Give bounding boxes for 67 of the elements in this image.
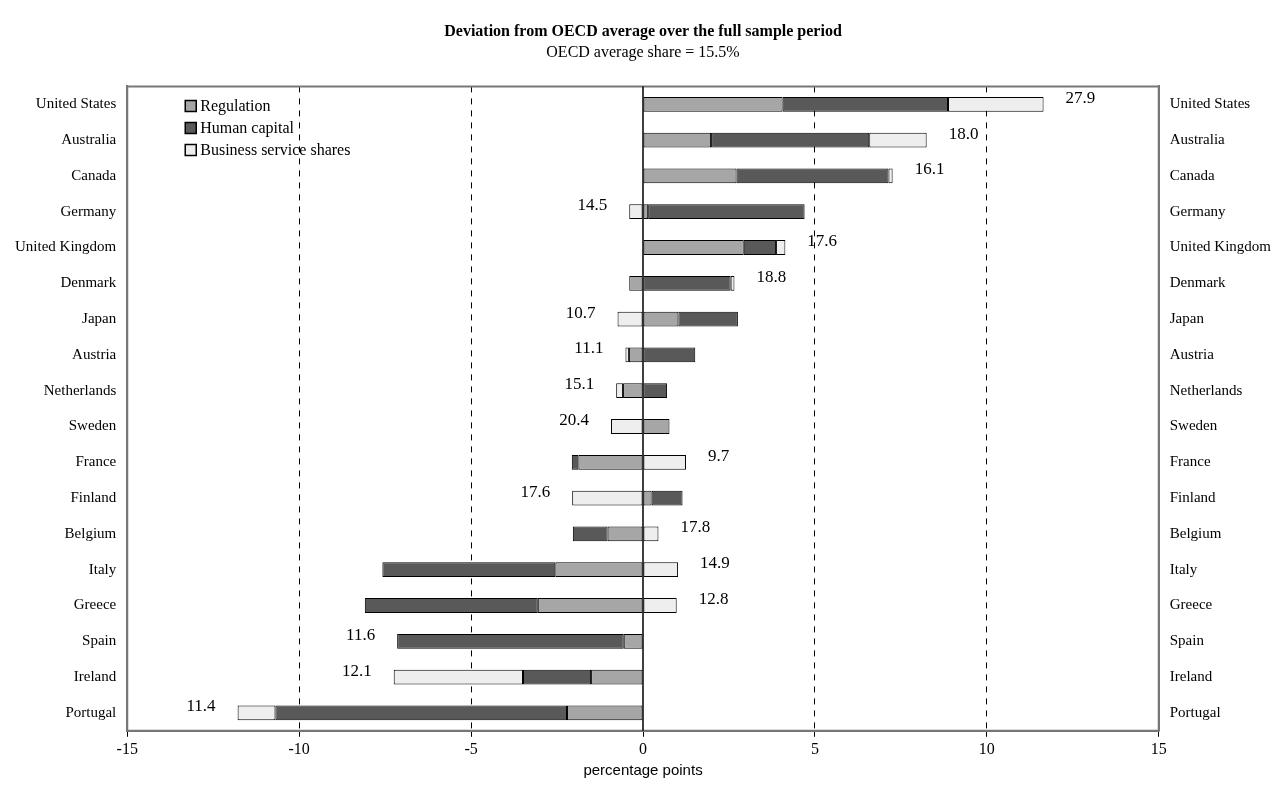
- annotation: 27.9: [1065, 87, 1096, 107]
- x-tick-label: 0: [639, 739, 647, 757]
- x-tick-label: 10: [978, 739, 995, 757]
- legend-label: Regulation: [200, 96, 271, 115]
- x-tick-label: 5: [810, 739, 819, 757]
- category-label: Greece: [73, 596, 117, 613]
- y-tick-label: Netherlands: [1169, 381, 1243, 398]
- category-label: Portugal: [65, 703, 117, 720]
- annotation: 9.7: [707, 445, 730, 465]
- category-label: Ireland: [73, 668, 117, 685]
- category-label: Finland: [70, 489, 117, 506]
- annotation: 18.0: [948, 123, 979, 143]
- category-label: Netherlands: [43, 381, 117, 398]
- x-tick-label: -10: [288, 739, 310, 757]
- annotation: 14.5: [577, 195, 608, 215]
- annotation: 11.6: [346, 624, 376, 644]
- y-tick-label: Sweden: [1169, 417, 1218, 434]
- annotation: 17.8: [680, 517, 711, 537]
- annotation: 10.7: [565, 302, 597, 322]
- y-tick-label: Japan: [1169, 310, 1205, 327]
- category-label: United States: [35, 95, 117, 112]
- annotation: 11.1: [574, 338, 604, 358]
- category-label: France: [75, 453, 117, 470]
- x-tick-label: -5: [464, 739, 478, 757]
- category-label: Japan: [82, 310, 117, 327]
- y-tick-label: Portugal: [1169, 703, 1221, 720]
- y-tick-label: Germany: [1169, 202, 1227, 219]
- category-label: Sweden: [68, 417, 117, 434]
- category-label: Australia: [61, 131, 117, 148]
- annotation: 15.1: [564, 374, 595, 394]
- y-tick-label: Belgium: [1169, 524, 1222, 541]
- chart-subtitle: OECD average share = 15.5%: [546, 43, 740, 61]
- y-tick-label: Italy: [1169, 560, 1198, 577]
- category-label: Canada: [71, 166, 117, 183]
- annotation: 14.9: [700, 553, 730, 573]
- category-label: Spain: [82, 632, 117, 649]
- category-label: Germany: [60, 202, 117, 219]
- annotation: 16.1: [914, 159, 945, 179]
- chart-title: Deviation from OECD average over the full sample period: [444, 21, 842, 40]
- x-axis-title: percentage points: [583, 761, 703, 779]
- category-label: Belgium: [64, 524, 117, 541]
- y-tick-label: United States: [1169, 95, 1251, 112]
- category-label: Austria: [72, 345, 117, 362]
- annotation: 12.1: [341, 660, 372, 680]
- y-tick-label: Greece: [1169, 596, 1213, 613]
- y-tick-label: Austria: [1169, 345, 1215, 362]
- category-label: United Kingdom: [14, 238, 117, 255]
- legend-label: Human capital: [200, 118, 295, 137]
- x-tick-label: 15: [1150, 739, 1167, 757]
- y-tick-label: Spain: [1169, 632, 1205, 649]
- y-tick-label: United Kingdom: [1169, 238, 1272, 255]
- y-tick-label: Canada: [1169, 166, 1216, 183]
- annotation: 12.8: [698, 588, 729, 608]
- category-label: Italy: [88, 560, 117, 577]
- annotation: 11.4: [186, 696, 217, 716]
- legend-label: Business service shares: [200, 140, 351, 158]
- y-tick-label: Ireland: [1169, 668, 1213, 685]
- y-tick-label: Finland: [1169, 489, 1217, 506]
- y-tick-label: Denmark: [1169, 274, 1227, 291]
- category-label: Denmark: [60, 274, 117, 291]
- annotation: 17.6: [807, 230, 838, 250]
- annotation: 17.6: [520, 481, 551, 501]
- annotation: 20.4: [559, 409, 590, 429]
- y-tick-label: France: [1169, 453, 1211, 470]
- x-tick-label: -15: [116, 739, 138, 757]
- annotation: 18.8: [756, 266, 787, 286]
- y-tick-label: Australia: [1169, 131, 1226, 148]
